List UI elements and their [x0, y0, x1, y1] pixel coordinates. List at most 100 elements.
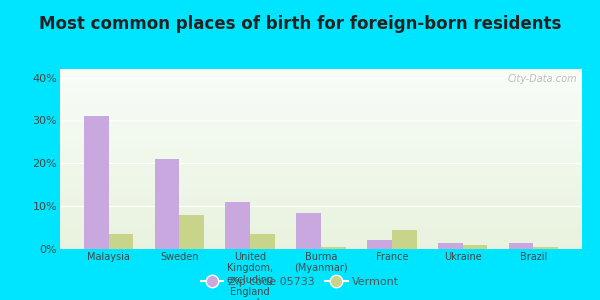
Bar	[250, 234, 275, 249]
Bar	[60, 91, 582, 92]
Bar	[60, 105, 582, 107]
Bar	[60, 190, 582, 191]
Bar	[60, 143, 582, 145]
Bar	[60, 101, 582, 103]
Bar	[60, 83, 582, 85]
Bar	[60, 226, 582, 227]
Bar	[60, 209, 582, 211]
Text: City-Data.com: City-Data.com	[507, 74, 577, 84]
Bar	[60, 109, 582, 110]
Bar	[60, 145, 582, 146]
Bar	[60, 181, 582, 182]
Bar	[60, 217, 582, 218]
Bar	[60, 157, 582, 159]
Bar	[60, 164, 582, 166]
Bar	[60, 76, 582, 78]
Bar	[60, 103, 582, 105]
Bar	[321, 247, 346, 249]
Bar	[60, 134, 582, 136]
Bar	[60, 200, 582, 202]
Bar	[60, 159, 582, 161]
Bar	[60, 132, 582, 134]
Bar	[60, 148, 582, 150]
Bar	[60, 168, 582, 170]
Bar	[60, 130, 582, 132]
Bar	[60, 197, 582, 199]
Bar	[60, 107, 582, 109]
Bar	[296, 213, 321, 249]
Bar	[60, 247, 582, 249]
Bar	[60, 154, 582, 155]
Bar	[60, 188, 582, 190]
Bar	[60, 224, 582, 226]
Bar	[60, 98, 582, 100]
Bar	[60, 179, 582, 181]
Bar	[60, 94, 582, 96]
Bar	[60, 89, 582, 91]
Bar	[60, 213, 582, 215]
Bar	[60, 85, 582, 87]
Bar	[60, 184, 582, 186]
Bar	[60, 229, 582, 231]
Bar	[509, 243, 533, 249]
Bar	[60, 215, 582, 217]
Bar	[60, 119, 582, 121]
Bar	[60, 87, 582, 89]
Bar	[60, 73, 582, 74]
Bar	[155, 159, 179, 249]
Bar	[60, 136, 582, 137]
Bar	[60, 170, 582, 172]
Bar	[60, 100, 582, 101]
Bar	[226, 202, 250, 249]
Bar	[60, 238, 582, 240]
Bar	[60, 186, 582, 188]
Bar	[60, 206, 582, 208]
Bar	[60, 116, 582, 118]
Bar	[60, 125, 582, 127]
Bar	[60, 242, 582, 244]
Bar	[60, 139, 582, 141]
Bar	[60, 71, 582, 73]
Bar	[392, 230, 416, 249]
Bar	[60, 80, 582, 82]
Bar	[60, 123, 582, 125]
Bar	[60, 204, 582, 206]
Bar	[60, 173, 582, 175]
Bar	[60, 199, 582, 200]
Bar	[60, 150, 582, 152]
Bar	[60, 127, 582, 128]
Bar	[60, 245, 582, 247]
Bar	[60, 236, 582, 238]
Bar	[60, 218, 582, 220]
Bar	[60, 92, 582, 94]
Bar	[60, 152, 582, 154]
Bar	[109, 234, 133, 249]
Bar	[60, 114, 582, 116]
Bar	[60, 118, 582, 119]
Bar	[60, 141, 582, 143]
Bar	[60, 128, 582, 130]
Bar	[60, 177, 582, 179]
Bar	[179, 215, 204, 249]
Bar	[60, 191, 582, 193]
Bar	[60, 172, 582, 173]
Text: Most common places of birth for foreign-born residents: Most common places of birth for foreign-…	[39, 15, 561, 33]
Bar	[60, 69, 582, 71]
Bar	[60, 112, 582, 114]
Bar	[60, 82, 582, 83]
Bar	[60, 244, 582, 245]
Bar	[60, 208, 582, 209]
Bar	[60, 235, 582, 236]
Bar	[60, 110, 582, 112]
Bar	[60, 222, 582, 224]
Bar	[60, 78, 582, 80]
Bar	[60, 146, 582, 148]
Bar	[60, 166, 582, 168]
Legend: Zip code 05733, Vermont: Zip code 05733, Vermont	[196, 273, 404, 291]
Bar	[367, 240, 392, 249]
Bar	[60, 233, 582, 235]
Bar	[60, 195, 582, 197]
Bar	[60, 227, 582, 229]
Bar	[438, 243, 463, 249]
Bar	[60, 202, 582, 204]
